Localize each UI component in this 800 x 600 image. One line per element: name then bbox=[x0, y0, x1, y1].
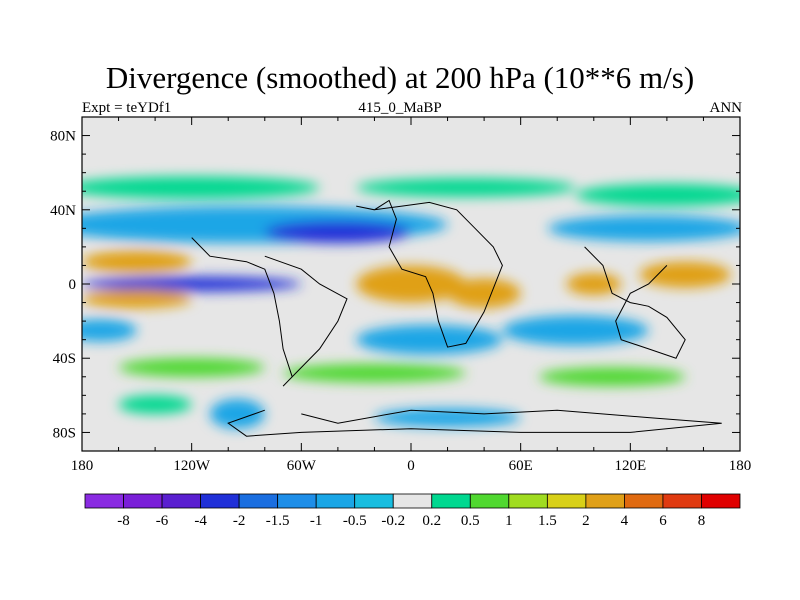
x-tick-label: 120W bbox=[173, 458, 211, 474]
field-contour bbox=[118, 395, 192, 414]
field-contour bbox=[566, 272, 622, 296]
colorbar-label: -1 bbox=[310, 513, 323, 529]
colorbar-swatch bbox=[469, 493, 510, 509]
colorbar-label: 4 bbox=[621, 513, 629, 529]
colorbar-label: 6 bbox=[659, 513, 667, 529]
field-contour bbox=[209, 399, 265, 429]
coastline bbox=[227, 409, 722, 437]
field-contour bbox=[82, 319, 137, 342]
y-tick-label: 40N bbox=[50, 203, 76, 219]
colorbar-label: -0.5 bbox=[343, 513, 367, 529]
colorbar-swatch bbox=[431, 493, 471, 509]
coastlines bbox=[191, 199, 722, 437]
field-contour bbox=[548, 215, 740, 242]
colorbar-swatch bbox=[277, 493, 317, 509]
colorbar-swatch bbox=[200, 493, 240, 509]
divergence-field bbox=[82, 176, 740, 429]
colorbar-label: -6 bbox=[156, 513, 169, 529]
colorbar-label: -4 bbox=[194, 513, 207, 529]
case-label: 415_0_MaBP bbox=[358, 100, 442, 116]
colorbar-label: -1.5 bbox=[266, 513, 290, 529]
field-contour bbox=[82, 176, 320, 199]
x-tick-label: 180 bbox=[729, 458, 752, 474]
field-contour bbox=[356, 265, 466, 303]
colorbar-label: 0.5 bbox=[461, 513, 480, 529]
field-contour bbox=[575, 183, 740, 207]
field-contour bbox=[82, 289, 192, 309]
field-contour bbox=[356, 324, 503, 355]
colorbar-swatch bbox=[315, 493, 356, 509]
colorbar-label: 8 bbox=[698, 513, 706, 529]
field-contour bbox=[356, 178, 576, 197]
field-contour bbox=[82, 250, 192, 273]
x-tick-label: 120E bbox=[614, 458, 646, 474]
field-contour bbox=[639, 261, 731, 288]
coastline bbox=[356, 199, 503, 348]
x-tick-label: 0 bbox=[407, 458, 415, 474]
colorbar-swatch bbox=[662, 493, 702, 509]
colorbar: -8 -6 -4 -2 -1.5 -1 -0.5 -0.2 0.2 0.5 1 1.5 2 4 6 8 bbox=[84, 493, 741, 529]
field-contour bbox=[118, 358, 265, 377]
field-contour bbox=[283, 363, 466, 383]
colorbar-label: 2 bbox=[582, 513, 590, 529]
field-contour bbox=[502, 315, 649, 346]
colorbar-swatch bbox=[624, 493, 664, 509]
x-tick-label: 60E bbox=[509, 458, 533, 474]
colorbar-swatch bbox=[84, 493, 124, 509]
colorbar-swatch bbox=[508, 493, 548, 509]
y-tick-label: 80S bbox=[53, 425, 76, 441]
colorbar-label: -2 bbox=[233, 513, 246, 529]
colorbar-label: 0.2 bbox=[422, 513, 441, 529]
colorbar-label: -8 bbox=[117, 513, 130, 529]
y-tick-label: 0 bbox=[69, 277, 77, 293]
colorbar-swatch bbox=[161, 493, 201, 509]
colorbar-swatch bbox=[123, 493, 163, 509]
colorbar-label: 1 bbox=[505, 513, 513, 529]
colorbar-swatch bbox=[392, 493, 433, 509]
field-contour bbox=[447, 278, 521, 309]
colorbar-label: -0.2 bbox=[381, 513, 405, 529]
field-contour bbox=[82, 276, 302, 292]
colorbar-swatch bbox=[354, 493, 394, 509]
experiment-label: Expt = teYDf1 bbox=[82, 100, 172, 116]
coastline bbox=[191, 237, 348, 387]
colorbar-swatch bbox=[238, 493, 279, 509]
chart-title: Divergence (smoothed) at 200 hPa (10**6 … bbox=[105, 60, 695, 95]
x-tick-label: 180 bbox=[71, 458, 94, 474]
coastline bbox=[584, 246, 686, 359]
y-tick-label: 40S bbox=[53, 351, 76, 367]
field-contour bbox=[374, 408, 521, 427]
field-contour bbox=[264, 220, 411, 244]
season-label: ANN bbox=[709, 100, 743, 116]
y-tick-label: 80N bbox=[50, 129, 76, 145]
colorbar-swatch bbox=[701, 493, 741, 509]
colorbar-label: 1.5 bbox=[538, 513, 557, 529]
axes: 180 120W 60W 0 60E 120E 180 80N 40N 0 40S 80S bbox=[50, 117, 751, 474]
colorbar-swatch bbox=[585, 493, 625, 509]
x-tick-label: 60W bbox=[287, 458, 317, 474]
colorbar-swatch bbox=[546, 493, 587, 509]
field-contour bbox=[538, 367, 686, 387]
